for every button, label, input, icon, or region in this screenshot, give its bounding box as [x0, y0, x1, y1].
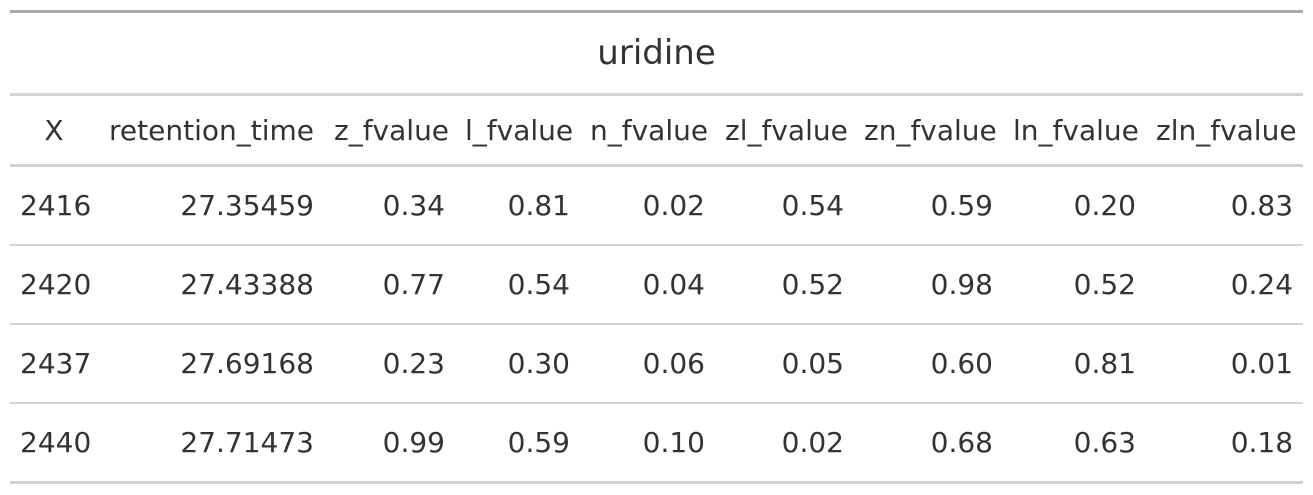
cell-z-fvalue: 0.23 [324, 324, 455, 404]
table-row: 2437 27.69168 0.23 0.30 0.06 0.05 0.60 0… [10, 324, 1304, 404]
table-row: 2416 27.35459 0.34 0.81 0.02 0.54 0.59 0… [10, 165, 1304, 246]
cell-zln-fvalue: 0.83 [1146, 165, 1304, 246]
cell-zl-fvalue: 0.52 [715, 245, 854, 325]
cell-retention-time: 27.43388 [98, 245, 324, 325]
uridine-table: uridine X retention_time z_fvalue l_fval… [10, 13, 1304, 484]
cell-l-fvalue: 0.54 [455, 245, 580, 325]
cell-x: 2416 [10, 165, 98, 246]
cell-n-fvalue: 0.02 [580, 165, 715, 246]
cell-ln-fvalue: 0.52 [1003, 245, 1146, 325]
cell-zn-fvalue: 0.60 [854, 324, 1003, 404]
header-n-fvalue: n_fvalue [580, 94, 715, 167]
cell-retention-time: 27.35459 [98, 165, 324, 246]
cell-x: 2437 [10, 324, 98, 404]
table-row: 2440 27.71473 0.99 0.59 0.10 0.02 0.68 0… [10, 403, 1304, 484]
cell-retention-time: 27.69168 [98, 324, 324, 404]
cell-n-fvalue: 0.04 [580, 245, 715, 325]
header-zln-fvalue: zln_fvalue [1146, 94, 1304, 167]
cell-zl-fvalue: 0.54 [715, 165, 854, 246]
header-row: X retention_time z_fvalue l_fvalue n_fva… [10, 94, 1304, 167]
cell-l-fvalue: 0.30 [455, 324, 580, 404]
cell-n-fvalue: 0.10 [580, 403, 715, 484]
cell-zl-fvalue: 0.02 [715, 403, 854, 484]
table-row: 2420 27.43388 0.77 0.54 0.04 0.52 0.98 0… [10, 245, 1304, 325]
cell-zn-fvalue: 0.68 [854, 403, 1003, 484]
header-retention-time: retention_time [98, 94, 324, 167]
table-title: uridine [10, 13, 1304, 96]
cell-x: 2420 [10, 245, 98, 325]
cell-l-fvalue: 0.81 [455, 165, 580, 246]
cell-retention-time: 27.71473 [98, 403, 324, 484]
cell-ln-fvalue: 0.20 [1003, 165, 1146, 246]
header-l-fvalue: l_fvalue [455, 94, 580, 167]
cell-zn-fvalue: 0.59 [854, 165, 1003, 246]
header-z-fvalue: z_fvalue [324, 94, 455, 167]
cell-z-fvalue: 0.34 [324, 165, 455, 246]
cell-l-fvalue: 0.59 [455, 403, 580, 484]
cell-x: 2440 [10, 403, 98, 484]
cell-zln-fvalue: 0.24 [1146, 245, 1304, 325]
cell-zln-fvalue: 0.18 [1146, 403, 1304, 484]
header-ln-fvalue: ln_fvalue [1003, 94, 1146, 167]
cell-z-fvalue: 0.77 [324, 245, 455, 325]
cell-zl-fvalue: 0.05 [715, 324, 854, 404]
cell-z-fvalue: 0.99 [324, 403, 455, 484]
header-x: X [10, 94, 98, 167]
cell-zln-fvalue: 0.01 [1146, 324, 1304, 404]
cell-zn-fvalue: 0.98 [854, 245, 1003, 325]
cell-ln-fvalue: 0.81 [1003, 324, 1146, 404]
cell-n-fvalue: 0.06 [580, 324, 715, 404]
title-row: uridine [10, 13, 1304, 96]
header-zn-fvalue: zn_fvalue [854, 94, 1003, 167]
data-table: uridine X retention_time z_fvalue l_fval… [10, 10, 1304, 484]
header-zl-fvalue: zl_fvalue [715, 94, 854, 167]
cell-ln-fvalue: 0.63 [1003, 403, 1146, 484]
